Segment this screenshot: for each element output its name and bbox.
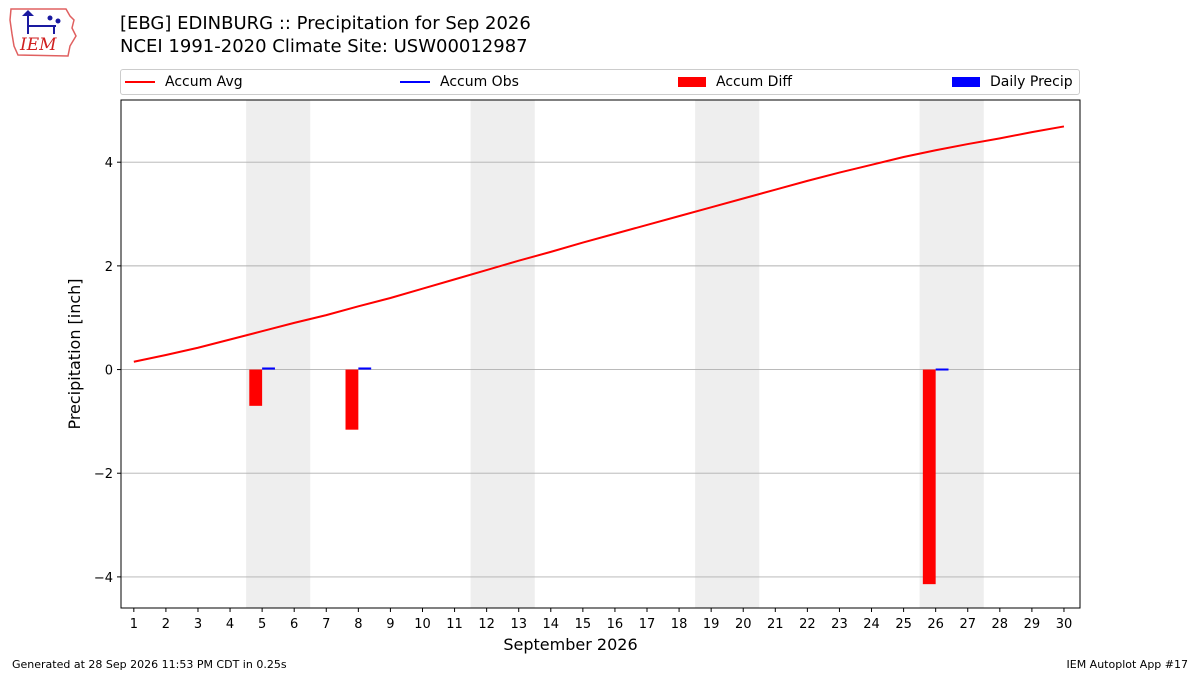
x-tick-label-22: 22: [799, 617, 816, 632]
legend-label-accum-avg: Accum Avg: [165, 74, 243, 90]
y-tick-label-1: −2: [94, 467, 113, 482]
x-tick-label-7: 7: [322, 617, 330, 632]
x-tick-label-2: 2: [162, 617, 170, 632]
legend-swatch-accum-obs: [400, 81, 430, 83]
weekend-shade-2: [695, 100, 760, 608]
x-tick-label-9: 9: [386, 617, 394, 632]
weekend-shade-1: [470, 100, 535, 608]
iowa-outline-shape: [9, 8, 77, 57]
y-tick-label-2: 0: [105, 364, 113, 379]
legend-swatch-daily-precip: [952, 77, 980, 87]
x-tick-label-4: 4: [226, 617, 234, 632]
title-line-1: [EBG] EDINBURG :: Precipitation for Sep …: [120, 13, 531, 34]
x-tick-label-1: 1: [130, 617, 138, 632]
x-tick-label-19: 19: [703, 617, 720, 632]
legend-item-accum-avg: Accum Avg: [125, 70, 243, 94]
x-tick-label-17: 17: [639, 617, 656, 632]
x-tick-label-26: 26: [927, 617, 944, 632]
accum-diff-bar-day-8: [345, 369, 359, 430]
daily-precip-bar-day-26: [935, 368, 949, 371]
legend-item-accum-obs: Accum Obs: [400, 70, 519, 94]
legend-item-daily-precip: Daily Precip: [952, 70, 1073, 94]
x-tick-label-29: 29: [1024, 617, 1041, 632]
x-axis-label: September 2026: [503, 635, 637, 654]
legend-label-accum-obs: Accum Obs: [440, 74, 519, 90]
y-tick-label-3: 2: [105, 260, 113, 275]
footer-generated-text: Generated at 28 Sep 2026 11:53 PM CDT in…: [12, 658, 287, 671]
y-axis-label: Precipitation [inch]: [65, 278, 84, 429]
x-tick-label-11: 11: [446, 617, 463, 632]
x-tick-label-10: 10: [414, 617, 431, 632]
accum-diff-bar-day-5: [249, 369, 263, 406]
accum-avg-line: [133, 125, 1065, 363]
daily-precip-bar-day-8: [358, 367, 372, 370]
y-tick-label-4: 4: [105, 156, 113, 171]
x-tick-label-13: 13: [510, 617, 527, 632]
x-tick-label-12: 12: [478, 617, 495, 632]
x-tick-label-25: 25: [895, 617, 912, 632]
iem-logo: IEM: [9, 8, 77, 57]
accum-diff-bar-day-26: [922, 369, 936, 585]
x-tick-label-28: 28: [992, 617, 1009, 632]
x-tick-label-27: 27: [959, 617, 976, 632]
title-line-2: NCEI 1991-2020 Climate Site: USW00012987: [120, 36, 528, 57]
legend-label-daily-precip: Daily Precip: [990, 74, 1073, 90]
legend-swatch-accum-diff: [678, 77, 706, 87]
x-tick-label-21: 21: [767, 617, 784, 632]
x-tick-label-24: 24: [863, 617, 880, 632]
x-tick-label-30: 30: [1056, 617, 1073, 632]
legend-swatch-accum-avg: [125, 81, 155, 83]
x-tick-label-6: 6: [290, 617, 298, 632]
x-tick-label-3: 3: [194, 617, 202, 632]
x-tick-label-5: 5: [258, 617, 266, 632]
x-tick-label-16: 16: [607, 617, 624, 632]
x-tick-label-14: 14: [543, 617, 560, 632]
x-tick-label-15: 15: [575, 617, 592, 632]
x-tick-label-20: 20: [735, 617, 752, 632]
chart-title: [EBG] EDINBURG :: Precipitation for Sep …: [120, 12, 531, 58]
legend-item-accum-diff: Accum Diff: [678, 70, 792, 94]
x-tick-label-18: 18: [671, 617, 688, 632]
daily-precip-bar-day-5: [262, 367, 275, 370]
legend-label-accum-diff: Accum Diff: [716, 74, 793, 90]
y-tick-label-0: −4: [94, 571, 113, 586]
footer-app-label: IEM Autoplot App #17: [1066, 658, 1189, 671]
x-tick-label-8: 8: [354, 617, 362, 632]
logo-text: IEM: [19, 35, 57, 55]
plot-frame: [120, 99, 1081, 609]
chart-legend: Accum Avg Accum Obs Accum Diff Daily Pre…: [120, 69, 1080, 95]
x-tick-label-23: 23: [831, 617, 848, 632]
weekend-shade-0: [246, 100, 311, 608]
